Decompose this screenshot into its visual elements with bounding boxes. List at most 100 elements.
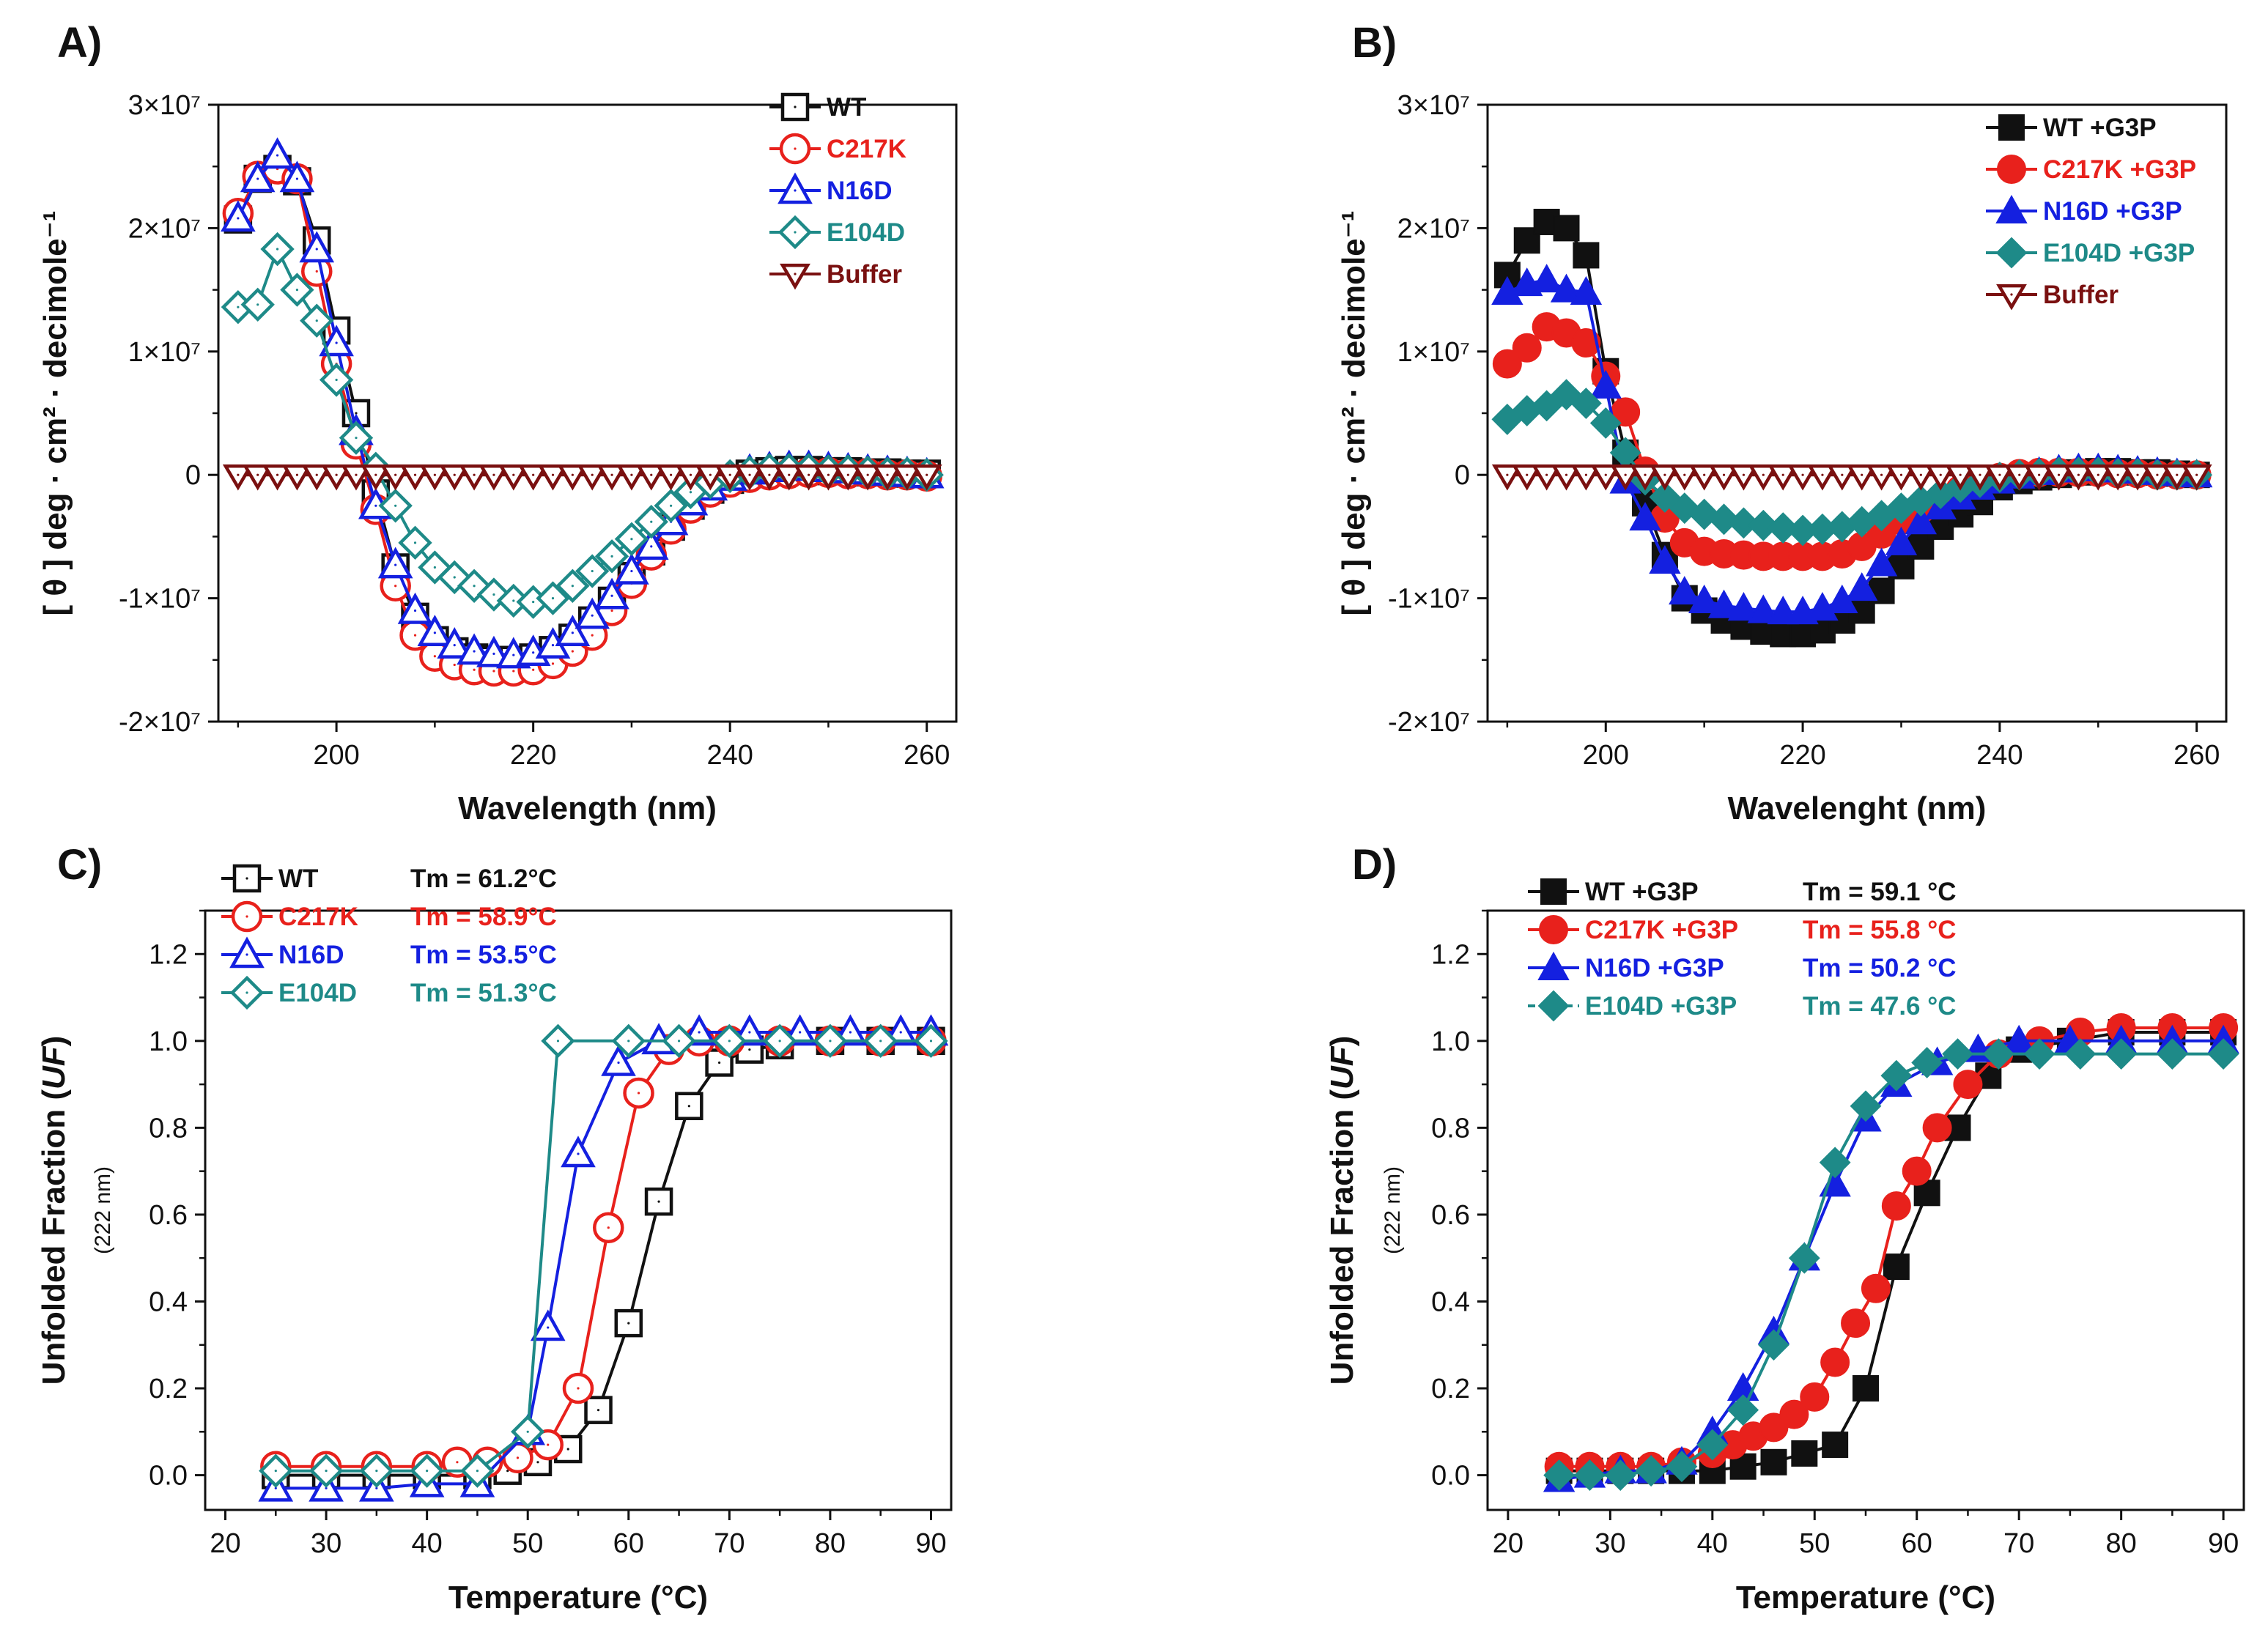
data-point [319, 325, 354, 357]
legend-marker [1995, 194, 2028, 223]
legend-marker [1997, 155, 2026, 184]
y-tick-label: 0.2 [149, 1374, 188, 1404]
data-point-center-dot [2176, 473, 2179, 476]
y-tick-label: 0.0 [1431, 1461, 1470, 1492]
x-axis-title: Temperature (°C) [448, 1580, 708, 1615]
data-point [1760, 1448, 1787, 1475]
data-point [2023, 464, 2055, 491]
data-point-center-dot [1644, 473, 1647, 476]
data-point [1649, 481, 1681, 513]
data-point-center-dot [846, 473, 849, 476]
data-point-center-dot [630, 569, 633, 573]
data-point-center-dot [637, 1092, 640, 1095]
legend-marker-center-dot [245, 991, 248, 994]
data-point [221, 200, 256, 232]
data-point [1708, 503, 1740, 536]
data-point-center-dot [492, 593, 495, 596]
data-point [1822, 1432, 1849, 1459]
data-point-center-dot [2156, 473, 2159, 476]
data-point [1791, 1440, 1818, 1467]
y-tick-label: 1.2 [1431, 939, 1470, 970]
data-point [1604, 1459, 1636, 1491]
data-point-center-dot [506, 1470, 509, 1473]
data-point-center-dot [453, 473, 456, 476]
data-point-center-dot [355, 437, 358, 440]
legend-label: WT +G3P [1585, 878, 1699, 906]
data-point-center-dot [325, 1486, 328, 1489]
y-axis-title: [ θ ] deg · cm² · decimole⁻¹ [1336, 210, 1372, 615]
data-point [1779, 1399, 1809, 1429]
x-tick-label: 200 [1583, 740, 1629, 771]
legend-marker-center-dot [794, 273, 797, 275]
legend: WT +G3P Tm = 59.1 °C C217K +G3P Tm = 55.8 °… [1528, 878, 1957, 1022]
x-tick-label: 50 [512, 1528, 543, 1559]
y-tick-label: -2×10⁷ [119, 707, 201, 738]
data-point-center-dot [532, 601, 535, 604]
data-point [1550, 273, 1583, 303]
series-e104d [259, 1023, 948, 1488]
data-point-center-dot [1703, 473, 1706, 476]
data-point-center-dot [256, 177, 259, 180]
y-tick-label: 1×10⁷ [128, 337, 201, 368]
data-point [793, 464, 824, 491]
data-point [1530, 264, 1563, 293]
data-point-center-dot [689, 491, 692, 494]
data-point-center-dot [670, 473, 673, 476]
data-point [530, 1309, 566, 1341]
data-point [1905, 506, 1938, 535]
data-point [1728, 507, 1759, 539]
data-point-center-dot [607, 1226, 610, 1229]
data-point-center-dot [2136, 473, 2139, 476]
data-point-center-dot [237, 306, 240, 308]
data-point [2023, 1038, 2055, 1070]
data-point [1629, 502, 1661, 531]
y-tick-label: 0.6 [149, 1200, 188, 1231]
data-point-center-dot [899, 1031, 902, 1034]
data-point-center-dot [591, 614, 594, 617]
data-point-center-dot [630, 473, 633, 476]
data-point-center-dot [698, 1031, 701, 1034]
data-point-center-dot [413, 609, 417, 612]
x-tick-label: 220 [1779, 740, 1825, 771]
y-tick-label: -1×10⁷ [1388, 584, 1470, 615]
data-point [262, 464, 293, 491]
data-point-center-dot [1526, 473, 1529, 476]
data-point-center-dot [1841, 473, 1844, 476]
y-tick-label: 1.0 [1431, 1026, 1470, 1057]
data-point-center-dot [375, 1486, 378, 1489]
y-axis-title: Unfolded Fraction (UF) [36, 1036, 72, 1385]
legend-label: C217K [278, 903, 358, 931]
data-point-center-dot [566, 1448, 569, 1451]
x-tick-label: 40 [1697, 1528, 1728, 1559]
legend-label: N16D [827, 177, 892, 205]
data-point-center-dot [829, 1040, 832, 1043]
data-point [1768, 464, 1799, 491]
legend-marker [780, 263, 810, 290]
data-point-center-dot [276, 154, 279, 157]
data-point [832, 464, 864, 491]
data-point-center-dot [473, 585, 476, 588]
data-point-center-dot [433, 655, 436, 658]
data-point-center-dot [1683, 473, 1686, 476]
data-point-center-dot [591, 473, 594, 476]
legend: WT Tm = 61.2°C C217K Tm = 58.9°C N16D Tm = 53… [221, 864, 557, 1010]
legend-label: E104D [827, 218, 905, 247]
data-point [2043, 464, 2075, 491]
data-point [1708, 464, 1740, 491]
data-point [259, 137, 295, 169]
data-point [417, 615, 453, 647]
x-tick-label: 30 [1595, 1528, 1625, 1559]
data-point-center-dot [591, 634, 594, 637]
data-point-center-dot [1801, 473, 1804, 476]
data-point-center-dot [1624, 473, 1627, 476]
data-point-center-dot [315, 248, 318, 251]
data-point [557, 464, 588, 491]
data-point-center-dot [473, 650, 476, 653]
data-point-center-dot [325, 1470, 328, 1473]
data-point [439, 464, 470, 491]
data-point [1551, 464, 1582, 491]
panel-letter: D) [1352, 841, 1397, 889]
legend-marker [1539, 915, 1568, 944]
legend: WT +G3P C217K +G3P N16D +G3P E104D +G3P Buff… [1986, 114, 2196, 311]
panel-letter: A) [57, 19, 102, 67]
